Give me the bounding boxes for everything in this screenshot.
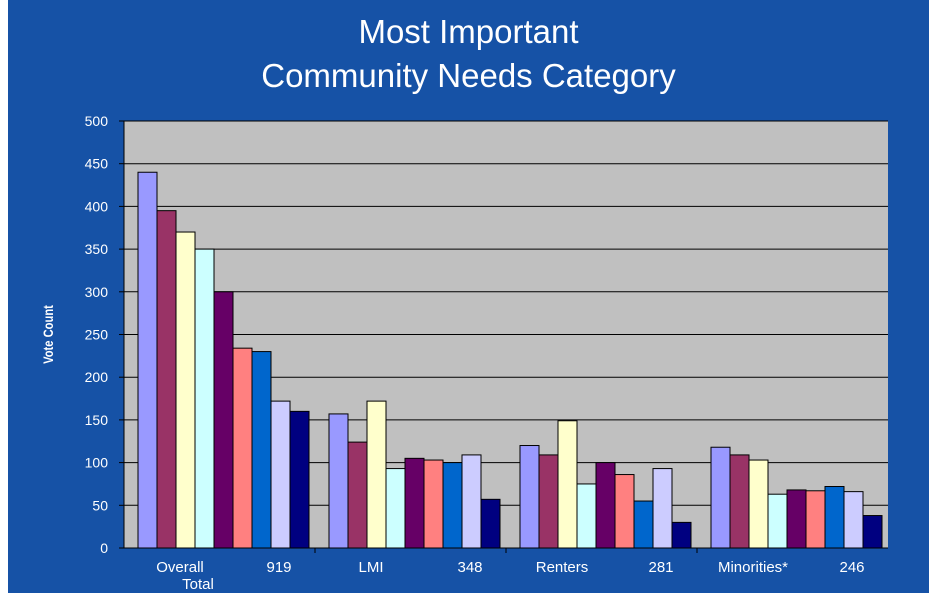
y-tick-label: 250 <box>85 327 109 343</box>
chart-title-line-2: Community Needs Category <box>261 57 676 94</box>
bar <box>652 468 673 549</box>
category-label-line-2: Total <box>182 576 214 593</box>
y-tick-label: 50 <box>92 497 108 513</box>
bar <box>423 459 444 549</box>
bar <box>347 441 368 549</box>
category-label: LMI <box>358 559 383 576</box>
bar <box>328 413 349 549</box>
bar <box>213 291 234 549</box>
bar <box>786 489 807 549</box>
y-tick-label: 350 <box>85 241 109 257</box>
bar <box>366 400 387 549</box>
bar <box>595 462 616 549</box>
bar <box>461 454 482 549</box>
y-tick-label: 200 <box>85 369 109 385</box>
y-tick-label: 300 <box>85 284 109 300</box>
bar <box>270 400 291 549</box>
bar <box>843 491 864 549</box>
y-tick-label: 150 <box>85 412 109 428</box>
bar <box>614 474 635 549</box>
category-count-label: 281 <box>648 559 673 576</box>
category-count-label: 348 <box>457 559 482 576</box>
bar <box>232 347 253 549</box>
bar <box>862 515 883 549</box>
bar <box>767 493 788 549</box>
category-count-label: 246 <box>839 559 864 576</box>
bar <box>519 445 540 549</box>
category-count-label: 919 <box>266 559 291 576</box>
bar <box>538 454 559 549</box>
bar <box>251 351 272 549</box>
bar <box>633 500 654 549</box>
y-tick-label: 0 <box>100 540 108 556</box>
bar <box>289 410 310 549</box>
bar <box>404 457 425 549</box>
category-label: Renters <box>536 559 589 576</box>
bar <box>557 420 578 549</box>
category-label: Overall <box>156 559 204 576</box>
bar <box>671 521 692 549</box>
bar <box>442 462 463 549</box>
bar <box>824 486 845 549</box>
chart-title-line-1: Most Important <box>358 13 579 50</box>
bar <box>194 248 215 549</box>
y-axis-title: Vote Count <box>41 304 56 363</box>
bar <box>480 498 501 549</box>
bar <box>805 490 826 549</box>
bar <box>385 468 406 549</box>
bar <box>175 231 196 549</box>
y-tick-label: 400 <box>85 198 109 214</box>
chart-title: Most Important Community Needs Category <box>8 10 929 98</box>
bar <box>729 454 750 549</box>
bar <box>137 171 158 549</box>
y-tick-label: 100 <box>85 455 109 471</box>
bar <box>748 459 769 549</box>
y-tick-label: 500 <box>85 113 109 129</box>
bar <box>156 210 177 549</box>
bar <box>576 483 597 549</box>
category-label: Minorities* <box>718 559 788 576</box>
bar <box>710 446 731 549</box>
y-tick-label: 450 <box>85 156 109 172</box>
